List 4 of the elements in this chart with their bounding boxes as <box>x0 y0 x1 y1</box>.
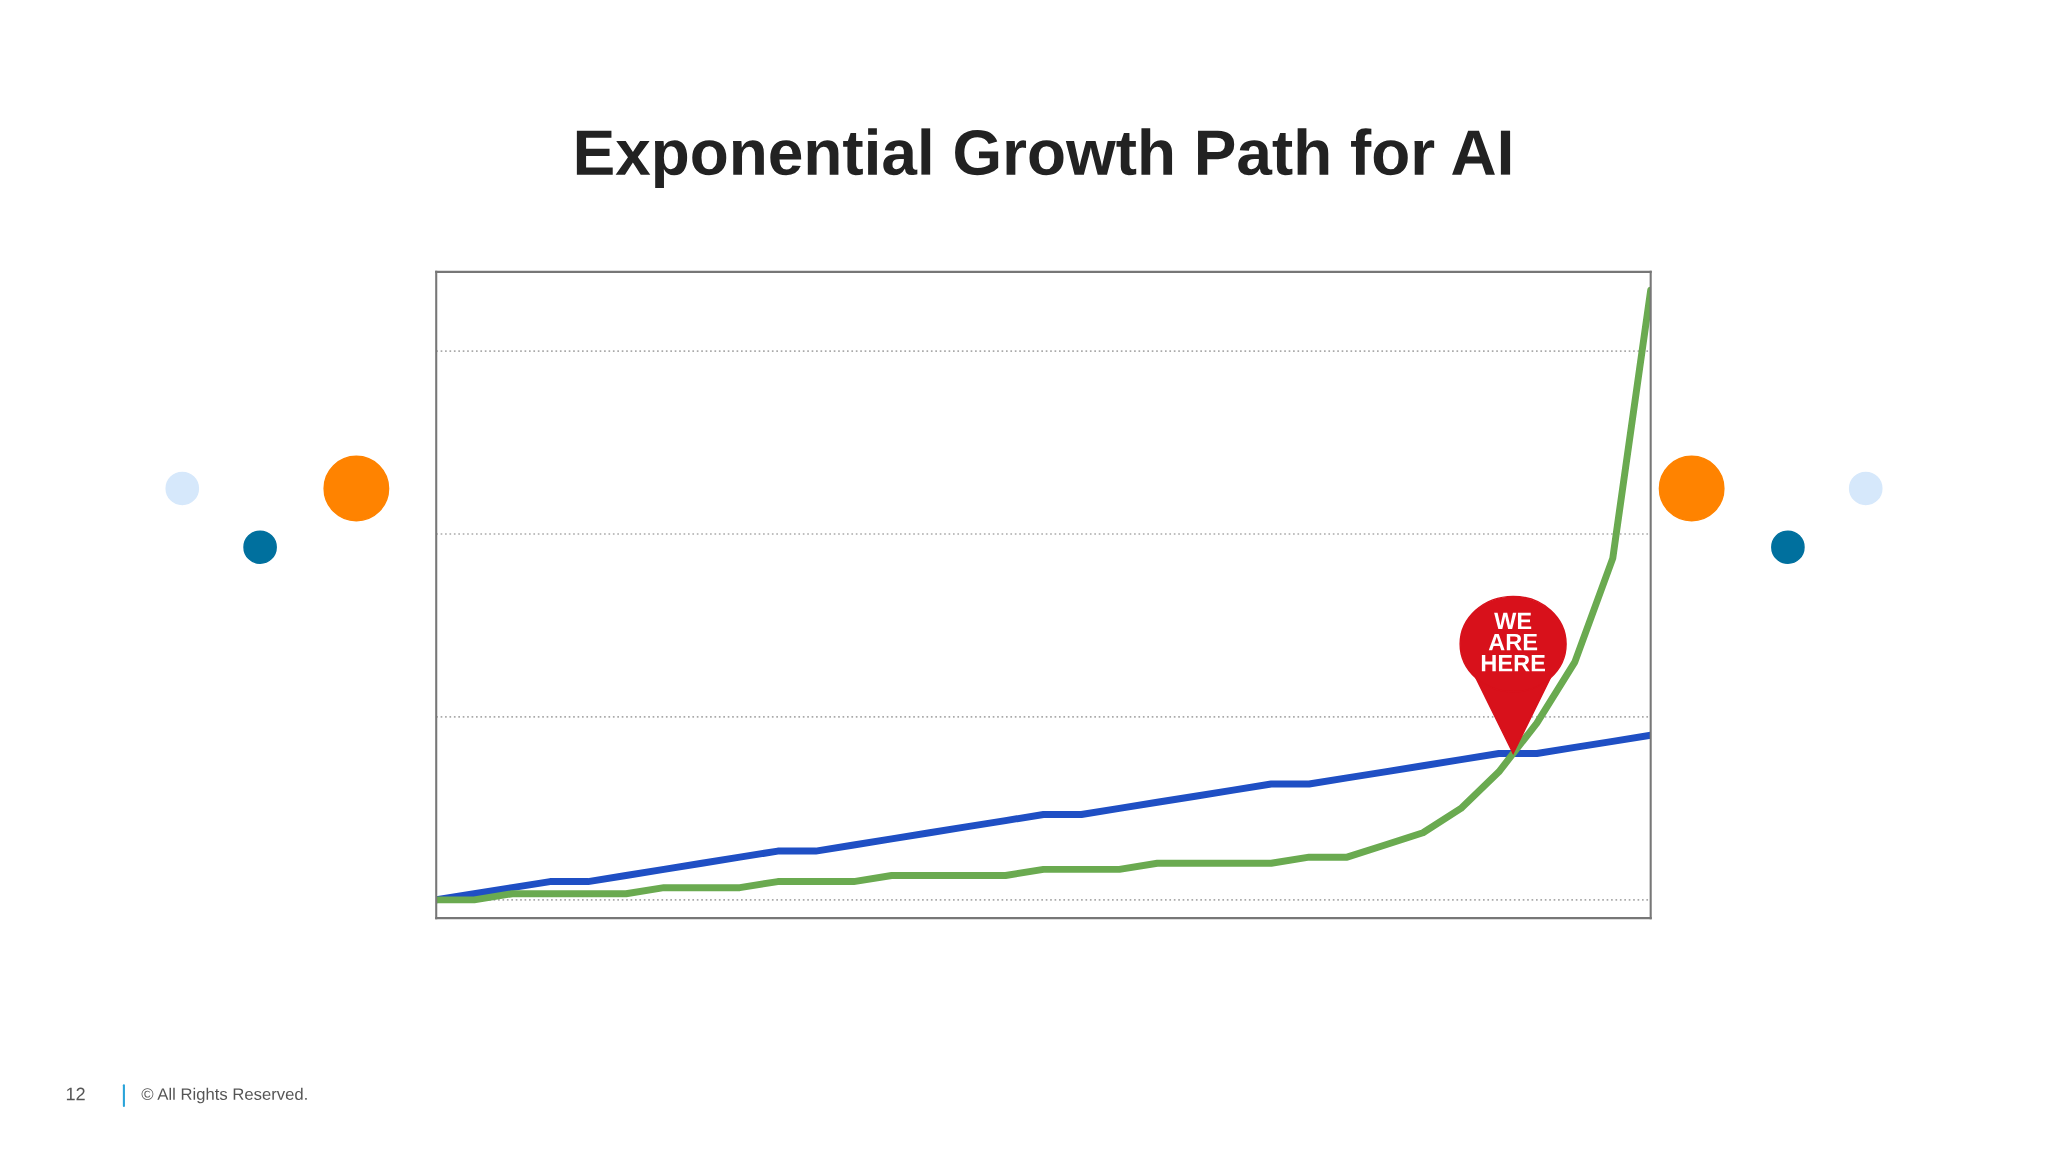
annotation: WE ARE HERE <box>1481 612 1545 672</box>
chart-title: Exponential Growth Path for AI <box>576 128 1511 188</box>
text: © All Rights Reserved. <box>141 1087 307 1104</box>
text: 12 <box>66 1087 85 1101</box>
